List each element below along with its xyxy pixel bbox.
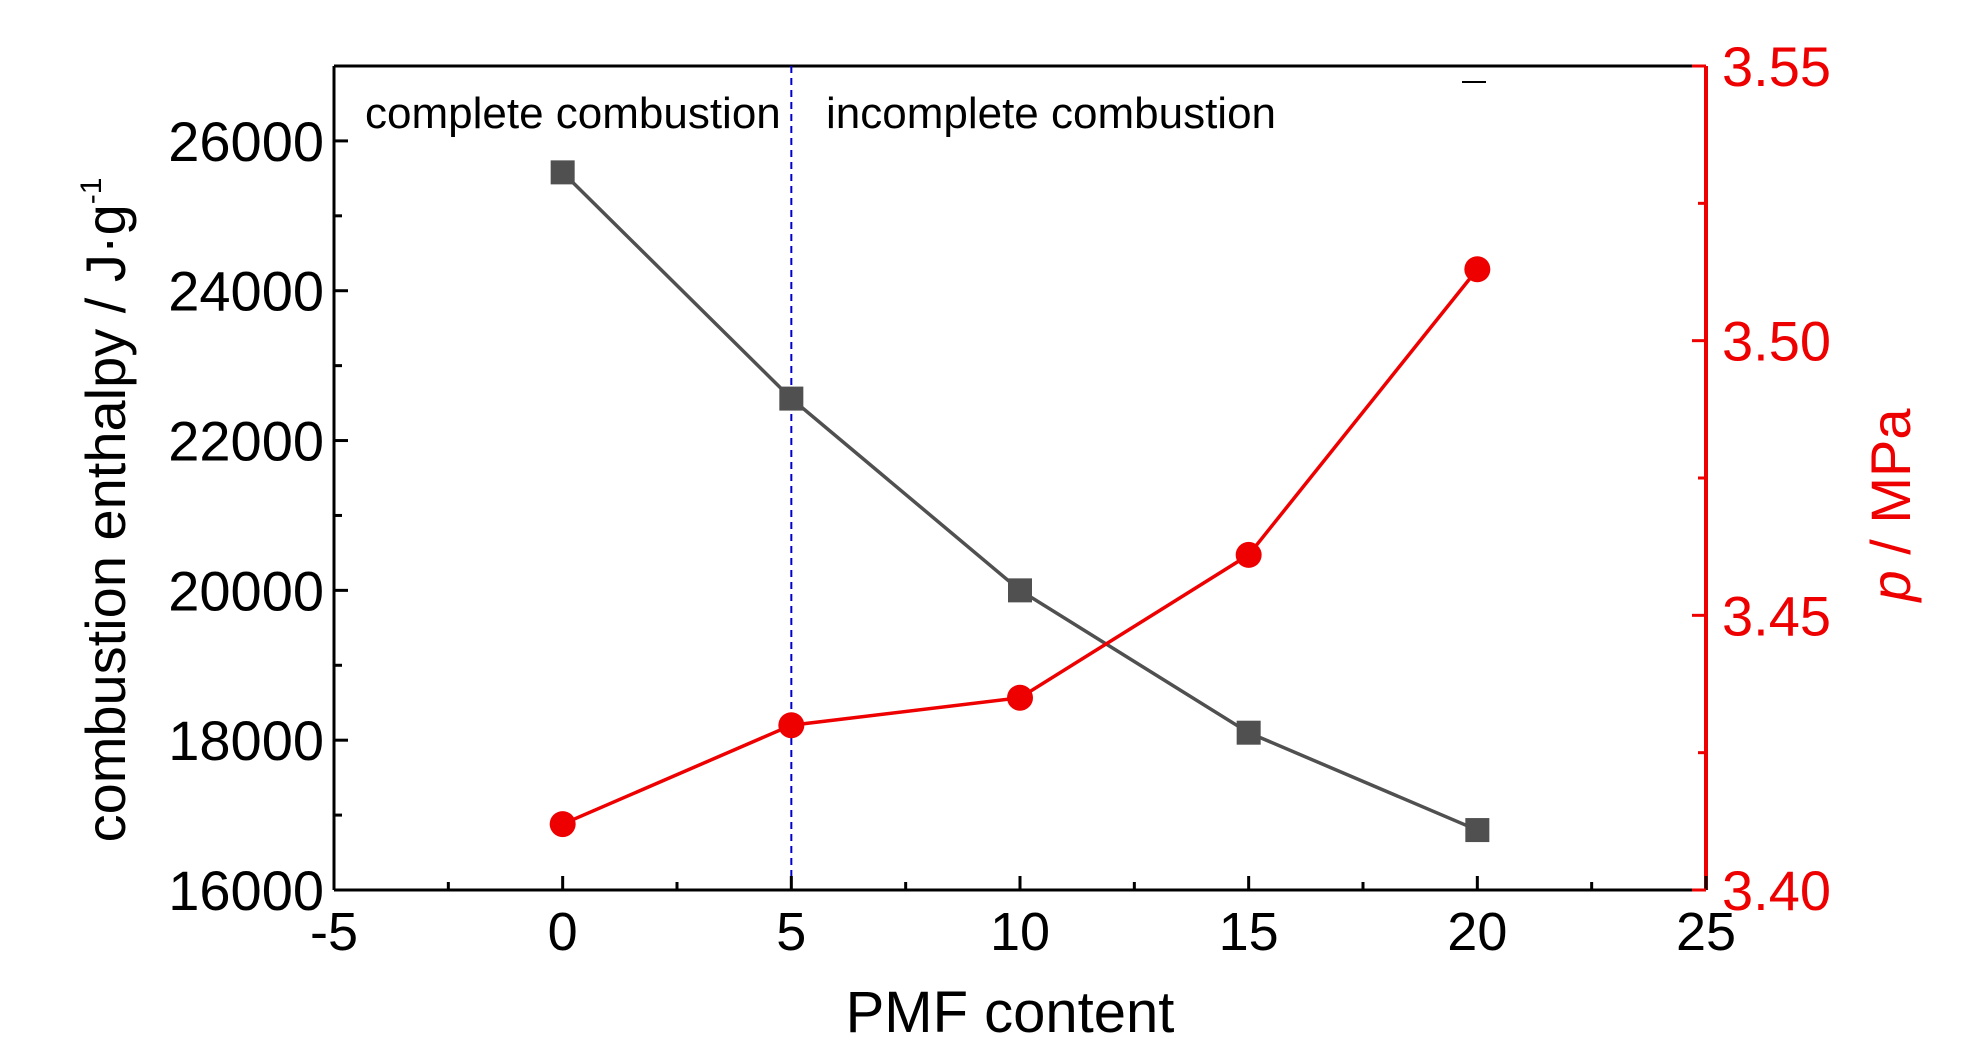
y-left-axis-title-main: combustion enthalpy / J·g xyxy=(74,204,137,842)
annotation-complete-combustion: complete combustion xyxy=(365,89,781,138)
x-tick-label: 25 xyxy=(1676,902,1736,962)
pressure-series-line xyxy=(561,268,1479,826)
y-left-tick-label: 18000 xyxy=(168,709,324,772)
pressure-point xyxy=(1464,256,1491,283)
x-tick-label: 5 xyxy=(776,902,806,962)
enthalpy-point xyxy=(550,160,575,185)
y-left-tick-label: 22000 xyxy=(168,410,324,473)
y-left-tick-label: 20000 xyxy=(168,559,324,622)
y-left-axis-title-sup: -1 xyxy=(75,178,108,205)
enthalpy-point xyxy=(1008,578,1032,603)
y-right-tick-label: 3.40 xyxy=(1722,859,1831,922)
series-layer xyxy=(549,160,1491,843)
pressure-point xyxy=(1235,541,1262,568)
pressure-point xyxy=(778,712,805,739)
y-right-tick-label: 3.50 xyxy=(1722,310,1831,373)
x-tick-label: 10 xyxy=(990,902,1050,962)
tick-layer: -5 0 5 10 15 20 25 16000 18000 20000 22000 24000 260… xyxy=(168,35,1831,962)
x-tick-label: 0 xyxy=(548,902,578,962)
x-tick-label: 20 xyxy=(1447,902,1507,962)
enthalpy-point xyxy=(1465,818,1490,843)
annotation-incomplete-combustion: incomplete combustion xyxy=(826,89,1276,138)
plot-frame xyxy=(332,64,1708,892)
y-right-tick-label: 3.55 xyxy=(1722,35,1831,98)
x-axis-title: PMF content xyxy=(846,980,1175,1045)
x-tick-label: -5 xyxy=(310,902,358,962)
y-right-axis-title-rest: / MPa xyxy=(1859,408,1922,571)
enthalpy-point xyxy=(1236,720,1261,745)
y-left-axis-title: combustion enthalpy / J·g-1 xyxy=(74,178,137,843)
y-left-tick-label: 24000 xyxy=(168,260,324,323)
y-left-tick-label: 26000 xyxy=(168,110,324,173)
y-right-tick-label: 3.45 xyxy=(1722,584,1831,647)
y-left-tick-label: 16000 xyxy=(168,859,324,922)
pressure-point xyxy=(549,811,576,838)
y-right-axis-title: p / MPa xyxy=(1859,408,1922,604)
x-tick-label: 15 xyxy=(1219,902,1279,962)
enthalpy-series-line xyxy=(561,171,1479,832)
pressure-point xyxy=(1007,684,1033,711)
y-right-axis-title-italic: p xyxy=(1859,570,1922,603)
enthalpy-point xyxy=(779,386,804,411)
